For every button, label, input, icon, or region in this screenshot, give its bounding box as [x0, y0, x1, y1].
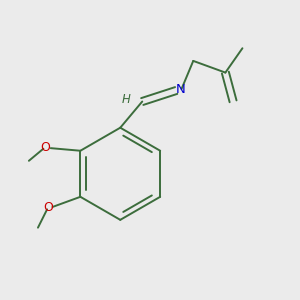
Text: O: O — [43, 201, 53, 214]
Text: O: O — [40, 141, 50, 154]
Text: N: N — [176, 82, 185, 95]
Text: H: H — [122, 93, 130, 106]
